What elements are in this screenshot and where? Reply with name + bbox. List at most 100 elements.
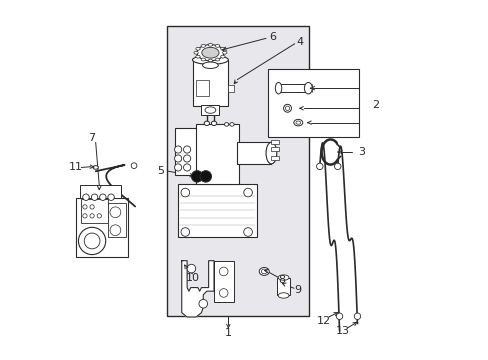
Bar bbox=[271, 156, 278, 160]
Ellipse shape bbox=[265, 142, 276, 164]
Bar bbox=[202, 62, 218, 69]
Bar bbox=[271, 140, 278, 144]
Circle shape bbox=[244, 188, 252, 197]
Circle shape bbox=[181, 188, 189, 197]
Ellipse shape bbox=[278, 293, 288, 298]
Circle shape bbox=[82, 194, 89, 201]
Bar bbox=[276, 278, 290, 296]
Circle shape bbox=[316, 163, 323, 170]
Circle shape bbox=[219, 289, 227, 297]
Bar bbox=[201, 105, 219, 116]
Bar bbox=[80, 185, 121, 198]
Text: 12: 12 bbox=[316, 316, 330, 325]
Ellipse shape bbox=[259, 267, 269, 275]
Text: 11: 11 bbox=[69, 162, 83, 172]
Text: 2: 2 bbox=[371, 100, 378, 110]
Text: 4: 4 bbox=[296, 37, 303, 47]
Ellipse shape bbox=[261, 269, 266, 274]
Ellipse shape bbox=[202, 62, 218, 68]
Ellipse shape bbox=[202, 47, 219, 58]
Ellipse shape bbox=[229, 123, 234, 126]
Bar bbox=[237, 142, 271, 164]
Text: 13: 13 bbox=[335, 326, 349, 336]
Ellipse shape bbox=[285, 106, 289, 111]
Ellipse shape bbox=[93, 166, 98, 169]
Ellipse shape bbox=[304, 82, 312, 94]
Circle shape bbox=[84, 233, 100, 249]
Circle shape bbox=[174, 155, 182, 162]
Text: 1: 1 bbox=[224, 328, 231, 338]
Circle shape bbox=[110, 207, 121, 218]
Circle shape bbox=[187, 264, 195, 273]
Bar bbox=[196, 80, 208, 96]
Text: 5: 5 bbox=[157, 166, 163, 176]
Circle shape bbox=[199, 300, 207, 308]
Ellipse shape bbox=[201, 58, 205, 61]
Circle shape bbox=[244, 228, 252, 236]
Bar bbox=[178, 184, 257, 237]
Circle shape bbox=[90, 205, 94, 209]
Circle shape bbox=[174, 146, 182, 153]
Circle shape bbox=[183, 146, 190, 153]
Ellipse shape bbox=[196, 55, 200, 58]
Circle shape bbox=[90, 214, 94, 218]
Circle shape bbox=[82, 205, 87, 209]
Circle shape bbox=[78, 227, 105, 255]
Circle shape bbox=[100, 194, 106, 201]
Ellipse shape bbox=[192, 55, 228, 64]
Ellipse shape bbox=[295, 121, 300, 124]
Circle shape bbox=[219, 267, 227, 276]
Ellipse shape bbox=[224, 123, 228, 126]
Ellipse shape bbox=[293, 120, 302, 126]
Ellipse shape bbox=[283, 104, 291, 112]
Circle shape bbox=[183, 164, 190, 171]
Bar bbox=[81, 199, 108, 223]
Text: 10: 10 bbox=[185, 273, 199, 283]
Bar bbox=[196, 125, 239, 184]
Circle shape bbox=[91, 194, 98, 201]
Circle shape bbox=[191, 171, 203, 182]
Polygon shape bbox=[182, 261, 214, 317]
Text: 3: 3 bbox=[358, 147, 365, 157]
Bar bbox=[167, 26, 308, 316]
Ellipse shape bbox=[220, 55, 224, 58]
Bar bbox=[214, 261, 233, 302]
Circle shape bbox=[131, 163, 137, 168]
Text: 9: 9 bbox=[294, 285, 301, 296]
Text: 7: 7 bbox=[88, 133, 95, 143]
Circle shape bbox=[336, 313, 342, 319]
Ellipse shape bbox=[208, 43, 212, 46]
Bar bbox=[76, 198, 128, 257]
Ellipse shape bbox=[194, 51, 198, 54]
Ellipse shape bbox=[204, 107, 215, 113]
Bar bbox=[271, 147, 278, 151]
Circle shape bbox=[183, 155, 190, 162]
Ellipse shape bbox=[278, 275, 288, 280]
Bar bbox=[278, 84, 306, 92]
Bar bbox=[174, 128, 198, 175]
Ellipse shape bbox=[211, 121, 216, 126]
Ellipse shape bbox=[215, 44, 219, 47]
Ellipse shape bbox=[203, 121, 209, 126]
Circle shape bbox=[334, 163, 340, 170]
Text: 6: 6 bbox=[269, 32, 276, 41]
Circle shape bbox=[82, 214, 87, 218]
Bar bbox=[228, 85, 233, 92]
Bar bbox=[267, 69, 359, 137]
Ellipse shape bbox=[196, 47, 200, 50]
Circle shape bbox=[181, 228, 189, 236]
Ellipse shape bbox=[201, 44, 205, 47]
Ellipse shape bbox=[208, 59, 212, 62]
Ellipse shape bbox=[220, 47, 224, 50]
Bar bbox=[192, 60, 228, 107]
Ellipse shape bbox=[215, 58, 219, 61]
Circle shape bbox=[174, 164, 182, 171]
Bar bbox=[108, 203, 126, 237]
Circle shape bbox=[200, 171, 211, 182]
Circle shape bbox=[108, 194, 114, 201]
Circle shape bbox=[110, 225, 121, 235]
Circle shape bbox=[97, 214, 101, 218]
Ellipse shape bbox=[275, 82, 281, 94]
Circle shape bbox=[353, 313, 360, 319]
Ellipse shape bbox=[222, 51, 226, 54]
